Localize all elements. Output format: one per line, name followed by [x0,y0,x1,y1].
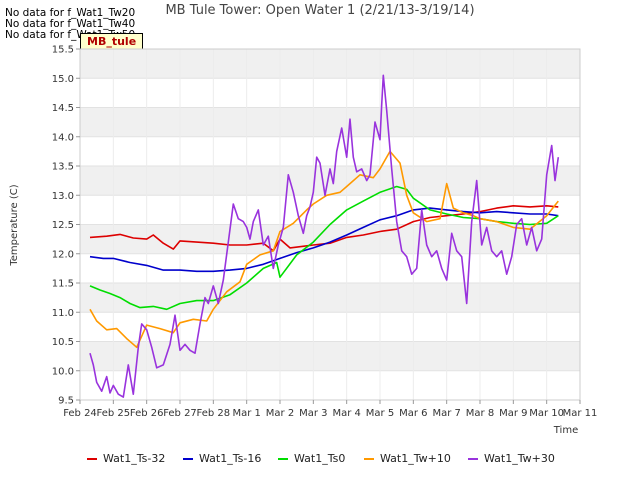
legend-item-tw-10: Wat1_Tw+10 [364,452,451,465]
y-tick-label: 13.0 [52,191,74,202]
x-tick-label: Mar 11 [563,408,598,419]
legend-item-ts0: Wat1_Ts0 [278,452,345,465]
chart-title: MB Tule Tower: Open Water 1 (2/21/13-3/1… [165,3,475,18]
legend-swatch-ts-16 [183,458,193,460]
no-data-note-tw20: No data for f_Wat1_Tw20 [5,7,136,19]
y-tick-label: 14.5 [52,103,74,114]
y-tick-label: 12.0 [52,249,74,260]
x-tick-label: Feb 26 [130,408,164,419]
x-tick-label: Mar 3 [299,408,327,419]
legend-swatch-tw-10 [364,458,374,460]
legend-item-ts-16: Wat1_Ts-16 [183,452,261,465]
no-data-note-tw40: No data for f_Wat1_Tw40 [5,18,136,30]
y-tick-label: 15.5 [52,45,74,56]
background-band [80,283,580,313]
x-axis-label: Time [553,425,578,436]
x-tick-label: Mar 2 [266,408,294,419]
y-tick-label: 11.0 [52,308,74,319]
legend: Wat1_Ts-32 Wat1_Ts-16 Wat1_Ts0 Wat1_Tw+1… [0,452,640,470]
x-tick-label: Mar 5 [366,408,394,419]
legend-label-tw-30: Wat1_Tw+30 [484,452,555,465]
legend-item-ts-32: Wat1_Ts-32 [87,452,165,465]
legend-swatch-ts0 [278,458,288,460]
x-tick-label: Mar 8 [466,408,494,419]
legend-label-ts-16: Wat1_Ts-16 [199,452,262,465]
x-tick-label: Mar 1 [232,408,260,419]
y-tick-label: 15.0 [52,74,74,85]
x-tick-label: Mar 4 [332,408,360,419]
y-tick-label: 10.5 [52,337,74,348]
y-tick-label: 14.0 [52,132,74,143]
x-tick-label: Feb 24 [63,408,97,419]
series-layer [89,74,560,398]
y-axis-label: Temperature (C) [9,184,20,266]
legend-label-ts0: Wat1_Ts0 [294,452,346,465]
background-band [80,312,580,342]
legend-swatch-tw-30 [468,458,478,460]
background-band [80,107,580,137]
x-axis-ticks: Feb 24 Feb 25 Feb 26 Feb 27 Feb 28 Mar 1 Mar 2… [63,400,597,419]
background-band [80,253,580,283]
series-line-wat1-tw-30 [89,74,560,398]
series-line-wat1-tw-10 [89,150,559,349]
y-axis-ticks: 9.5 10.0 10.5 11.0 11.5 12.0 12.5 13.0 13.5 14.0 1… [52,45,80,407]
y-tick-label: 13.5 [52,162,74,173]
background-band [80,136,580,166]
x-tick-label: Mar 6 [399,408,427,419]
x-tick-label: Mar 9 [499,408,527,419]
legend-item-tw-30: Wat1_Tw+30 [468,452,555,465]
legend-label-tw-10: Wat1_Tw+10 [380,452,451,465]
legend-swatch-ts-32 [87,458,97,460]
x-tick-label: Mar 7 [432,408,460,419]
background-band [80,78,580,108]
y-tick-label: 10.0 [52,366,74,377]
site-label-badge: MB_tule [80,33,144,50]
x-tick-label: Mar 10 [529,408,564,419]
plot-background-bands [80,49,580,400]
background-band [80,224,580,254]
background-band [80,341,580,371]
background-band [80,195,580,225]
y-tick-label: 12.5 [52,220,74,231]
legend-label-ts-32: Wat1_Ts-32 [103,452,166,465]
y-tick-label: 9.5 [58,396,74,407]
background-band [80,370,580,400]
x-tick-label: Feb 28 [197,408,231,419]
x-tick-label: Feb 25 [97,408,131,419]
y-tick-label: 11.5 [52,279,74,290]
background-band [80,49,580,79]
series-line-wat1-ts-16 [89,207,559,273]
x-tick-label: Feb 27 [163,408,197,419]
